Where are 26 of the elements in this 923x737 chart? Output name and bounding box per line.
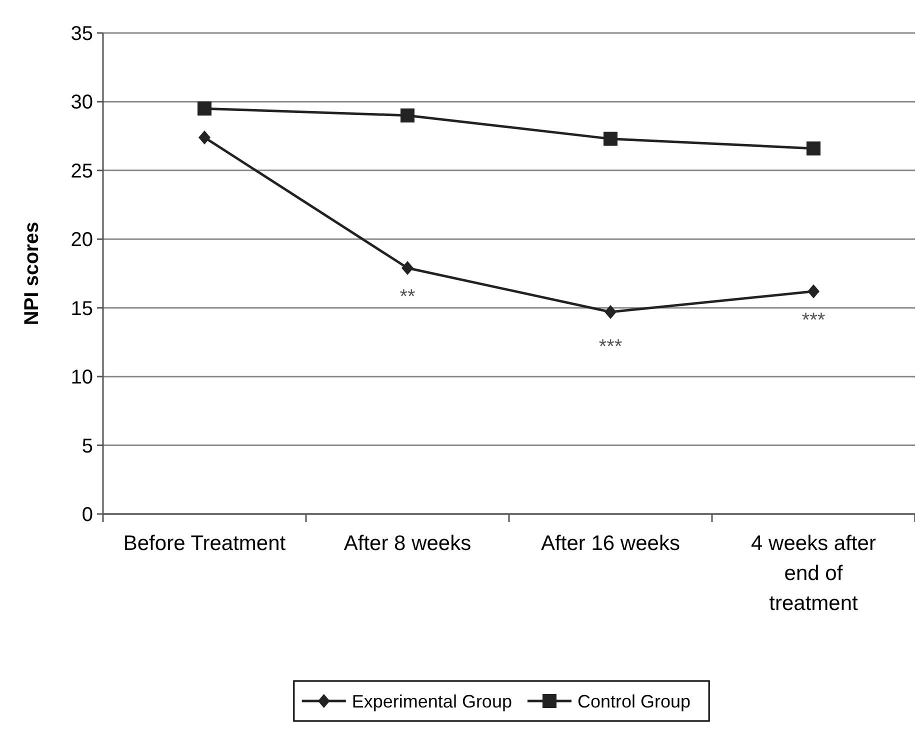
y-tick-label: 5 — [82, 435, 93, 458]
y-tick-label: 10 — [70, 366, 93, 389]
x-tick-label: After 8 weeks — [344, 532, 472, 555]
point — [604, 132, 618, 146]
annotation: *** — [802, 309, 826, 332]
y-tick-label: 15 — [70, 298, 93, 320]
point — [198, 130, 210, 144]
point — [604, 304, 616, 319]
y-tick-label: 35 — [70, 23, 93, 45]
x-tick-label: 4 weeks after end of treatment — [751, 532, 876, 615]
y-tick-label: 0 — [82, 504, 93, 526]
point — [808, 284, 820, 298]
legend-label: Control Group — [578, 691, 691, 712]
annotation: ** — [400, 286, 416, 308]
y-tick-label: 20 — [70, 229, 93, 252]
x-tick-label: After 16 weeks — [541, 532, 680, 555]
x-tick-label: Before Treatment — [123, 532, 286, 555]
point — [400, 108, 414, 122]
y-tick-label: 25 — [70, 160, 93, 182]
point — [402, 261, 414, 276]
point — [198, 102, 212, 116]
y-tick-label: 30 — [70, 92, 93, 114]
point — [806, 141, 820, 156]
legend-label: Experimental Group — [352, 691, 512, 712]
annotation: *** — [598, 336, 622, 358]
y-axis-title: NPI scores — [21, 222, 43, 326]
